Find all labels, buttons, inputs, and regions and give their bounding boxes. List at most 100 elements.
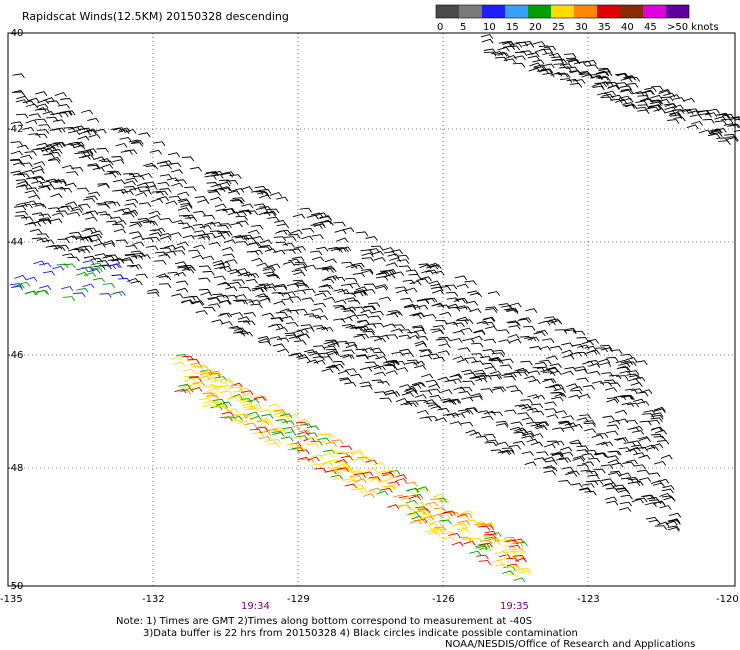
wind-barb [651, 100, 664, 105]
wind-barb [369, 315, 382, 321]
wind-barb [219, 179, 232, 185]
wind-barb [255, 191, 268, 196]
wind-barb [569, 83, 583, 88]
wind-barb [438, 343, 451, 348]
wind-barb [215, 406, 228, 411]
wind-barb [382, 269, 395, 275]
wind-barb [463, 540, 476, 546]
wind-barb [170, 169, 183, 174]
wind-barb [619, 472, 632, 478]
wind-barb [570, 483, 583, 488]
wind-barb [284, 431, 297, 436]
wind-barb [407, 334, 420, 340]
wind-barb [623, 75, 636, 81]
legend-label: 5 [460, 22, 466, 33]
wind-barb [587, 360, 600, 365]
wind-barb [90, 257, 103, 263]
wind-barb [538, 320, 551, 326]
wind-barb [35, 91, 48, 96]
wind-barb [591, 480, 604, 485]
wind-barb [226, 396, 239, 402]
wind-barb [245, 210, 259, 216]
wind-barb [485, 306, 498, 312]
wind-barb [409, 280, 422, 286]
wind-barb [369, 364, 382, 370]
wind-barb [496, 422, 509, 428]
wind-barb [353, 473, 367, 478]
wind-barb [578, 393, 591, 399]
wind-barb [34, 107, 47, 112]
wind-barb [648, 104, 662, 110]
wind-barb [495, 56, 508, 62]
wind-barb [309, 315, 322, 320]
wind-barb [545, 466, 558, 472]
wind-barb [363, 289, 376, 294]
wind-barb [66, 171, 79, 176]
legend-color-swatch [528, 5, 551, 18]
wind-barb [290, 436, 303, 442]
wind-barb [222, 253, 235, 259]
wind-barb [120, 257, 133, 262]
wind-barb [206, 392, 219, 397]
wind-barb [141, 237, 154, 243]
wind-barb [594, 82, 607, 88]
wind-barb [171, 182, 184, 188]
wind-barb [531, 410, 545, 416]
wind-barb [345, 344, 358, 349]
wind-barb [621, 97, 634, 103]
wind-barb [367, 302, 381, 308]
wind-barb [515, 41, 529, 47]
wind-barb [506, 309, 519, 314]
wind-barb [458, 391, 471, 396]
wind-barb [504, 536, 517, 542]
wind-barb [539, 359, 552, 365]
wind-barb [483, 533, 497, 539]
wind-barb [219, 312, 233, 318]
wind-barb [387, 310, 401, 315]
wind-barb [318, 290, 332, 296]
lat-tick-label: -48 [7, 463, 23, 474]
wind-barb [467, 290, 480, 296]
wind-barb [601, 81, 614, 87]
wind-barb [321, 220, 334, 226]
wind-barb [512, 548, 526, 553]
wind-barb [633, 376, 646, 382]
wind-barb [458, 536, 471, 542]
wind-barb [535, 362, 548, 367]
wind-barb [388, 391, 401, 396]
wind-barb [484, 530, 497, 536]
wind-barb [360, 385, 373, 390]
wind-barb [77, 135, 90, 141]
wind-barb [485, 325, 498, 331]
wind-barb [126, 264, 140, 270]
wind-barb [415, 335, 429, 341]
wind-barb [352, 484, 366, 490]
wind-barb [24, 290, 37, 296]
legend-color-swatch [620, 5, 643, 18]
wind-barb [230, 382, 243, 388]
wind-barb [668, 111, 681, 117]
wind-barb [419, 264, 432, 269]
wind-barb [415, 506, 428, 512]
wind-barb [562, 426, 575, 432]
wind-barb [601, 478, 614, 484]
wind-barb [400, 297, 413, 303]
wind-barb [288, 233, 301, 239]
wind-barb [504, 372, 517, 378]
wind-barb [545, 355, 559, 361]
wind-barb [147, 288, 160, 294]
wind-barb [598, 67, 611, 73]
wind-barb [398, 505, 411, 510]
wind-barb [122, 213, 135, 218]
wind-barb [67, 130, 80, 136]
wind-barb [506, 320, 519, 326]
wind-barb [421, 373, 434, 379]
wind-barb [600, 347, 613, 353]
wind-barb [664, 103, 677, 108]
wind-barb [631, 444, 644, 450]
wind-barb [340, 308, 354, 313]
wind-barb [119, 137, 132, 142]
wind-barb [553, 63, 566, 68]
wind-barb [491, 359, 504, 365]
wind-barb [71, 167, 84, 172]
